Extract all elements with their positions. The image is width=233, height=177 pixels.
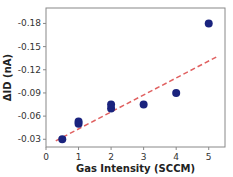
x-tick-label: 3 bbox=[141, 152, 147, 162]
y-tick-label: -0.12 bbox=[18, 65, 41, 75]
x-tick-label: 5 bbox=[206, 152, 212, 162]
x-tick bbox=[46, 147, 47, 150]
x-axis-label: Gas Intensity (SCCM) bbox=[76, 163, 195, 174]
x-tick-label: 1 bbox=[76, 152, 82, 162]
plot-frame bbox=[46, 8, 225, 147]
y-tick bbox=[43, 46, 46, 47]
x-tick bbox=[78, 147, 79, 150]
point bbox=[205, 19, 213, 27]
y-tick-label: -0.03 bbox=[18, 134, 41, 144]
y-tick bbox=[43, 92, 46, 93]
point bbox=[140, 101, 148, 109]
x-tick bbox=[176, 147, 177, 150]
y-tick-label: -0.15 bbox=[18, 42, 41, 52]
y-tick-label: -0.18 bbox=[18, 18, 42, 28]
point bbox=[75, 118, 83, 126]
x-tick bbox=[208, 147, 209, 150]
point bbox=[107, 101, 115, 109]
y-tick-label: -0.06 bbox=[18, 111, 42, 121]
x-tick-label: 4 bbox=[173, 152, 179, 162]
y-axis-label: ΔID (nA) bbox=[2, 54, 13, 101]
y-tick bbox=[43, 139, 46, 140]
chart: 0 1 2 3 4 5 -0.18 -0.15 -0.12 -0.09 -0.06 -0.03 Gas … bbox=[0, 0, 233, 177]
x-tick-label: 0 bbox=[43, 152, 49, 162]
point bbox=[172, 89, 180, 97]
x-tick bbox=[143, 147, 144, 150]
y-tick bbox=[43, 116, 46, 117]
y-tick bbox=[43, 23, 46, 24]
y-tick bbox=[43, 69, 46, 70]
trend-line bbox=[56, 56, 219, 141]
x-tick bbox=[111, 147, 112, 150]
plot-marks bbox=[56, 19, 219, 143]
point bbox=[58, 135, 66, 143]
y-tick-label: -0.09 bbox=[18, 88, 42, 98]
x-tick-label: 2 bbox=[108, 152, 114, 162]
